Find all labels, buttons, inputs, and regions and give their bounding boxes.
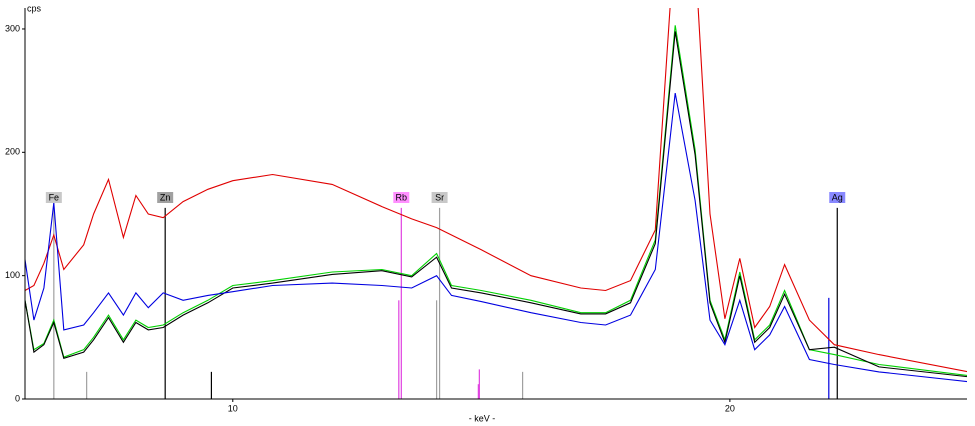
x-axis-label: - keV - xyxy=(469,413,496,423)
element-label: Sr xyxy=(435,192,444,202)
x-tick-label: 20 xyxy=(725,403,735,413)
spectrum-line xyxy=(25,8,967,373)
y-unit-label: cps xyxy=(27,3,42,13)
element-label: Rb xyxy=(396,192,408,202)
element-label: Zn xyxy=(160,192,171,202)
element-label-box xyxy=(157,192,174,203)
element-label-box xyxy=(45,192,62,203)
spectrum-line xyxy=(25,31,967,378)
element-label: Ag xyxy=(832,192,843,202)
spectrum-line xyxy=(25,25,967,376)
y-tick-label: 0 xyxy=(15,393,20,403)
element-label-box xyxy=(393,192,410,203)
y-tick-label: 300 xyxy=(5,23,20,33)
x-tick-label: 10 xyxy=(228,403,238,413)
element-label: Fe xyxy=(49,192,60,202)
y-tick-label: 200 xyxy=(5,147,20,157)
plot-area xyxy=(25,8,967,399)
element-label-box xyxy=(829,192,846,203)
spectrum-line xyxy=(25,92,967,383)
y-tick-label: 100 xyxy=(5,270,20,280)
element-label-box xyxy=(431,192,448,203)
